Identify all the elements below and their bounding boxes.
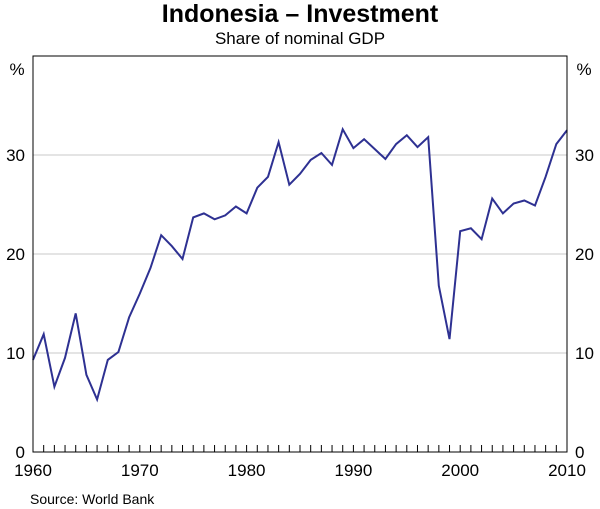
y-tick-label-left: 30 (6, 146, 25, 165)
x-tick-label-1980: 1980 (228, 461, 266, 480)
gridlines (33, 154, 567, 354)
y-tick-label-left: 10 (6, 344, 25, 363)
y-unit-right: % (576, 60, 591, 79)
y-tick-label-right: 10 (575, 344, 594, 363)
plot-frame (32, 55, 568, 453)
x-axis-ticks (32, 445, 568, 452)
y-tick-label-right: 30 (575, 146, 594, 165)
chart-title: Indonesia – Investment (161, 0, 439, 28)
y-unit-left: % (9, 60, 24, 79)
axis-labels: 0 0 10 10 20 20 30 30% % 1960 1970 1980 1990 2000 2010 (6, 60, 594, 480)
series-layer (32, 126, 568, 403)
y-tick-label-right: 20 (575, 245, 594, 264)
y-tick-label-left: 20 (6, 245, 25, 264)
x-tick-label-1970: 1970 (121, 461, 159, 480)
x-tick-label-1960: 1960 (14, 461, 52, 480)
source-note: Source: World Bank (30, 491, 155, 507)
y-tick-label-left: 0 (16, 443, 25, 462)
series-line-0 (32, 126, 568, 403)
chart-subtitle: Share of nominal GDP (214, 29, 386, 48)
y-tick-label-right: 0 (575, 443, 584, 462)
x-tick-label-2000: 2000 (441, 461, 479, 480)
x-tick-label-1990: 1990 (334, 461, 372, 480)
x-tick-label-2010: 2010 (548, 461, 586, 480)
